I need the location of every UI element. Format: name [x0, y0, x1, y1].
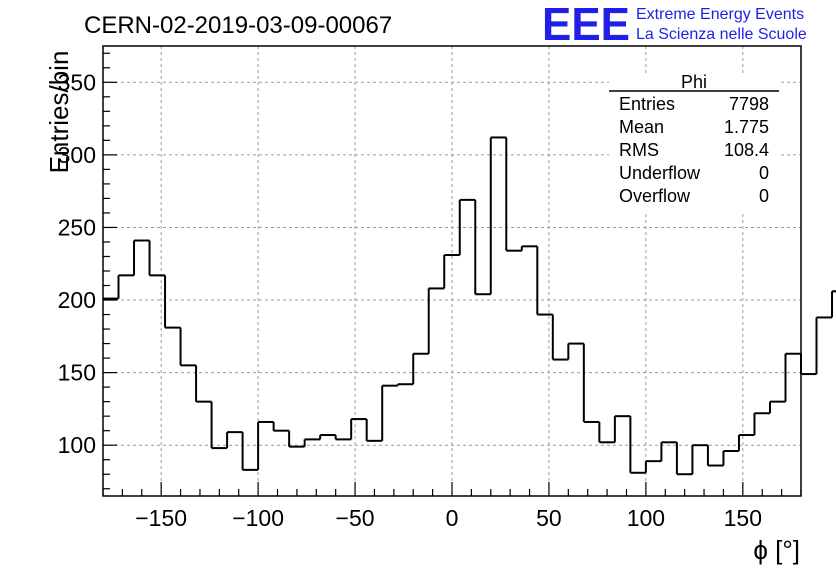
logo-line-1: Extreme Energy Events [636, 6, 804, 23]
y-axis-label: Entries/bin [44, 51, 74, 174]
y-tick-label: 150 [58, 360, 96, 386]
x-tick-label: −150 [135, 505, 187, 531]
y-tick-label: 100 [58, 432, 96, 458]
stats-value: 7798 [729, 94, 769, 114]
logo-line-2: La Scienza nelle Scuole [636, 26, 807, 43]
stats-label: Underflow [619, 163, 701, 183]
stats-value: 0 [759, 186, 769, 206]
y-tick-label: 250 [58, 214, 96, 240]
x-tick-label: 150 [724, 505, 762, 531]
stats-label: Mean [619, 117, 664, 137]
stats-box: Phi Entries 7798 Mean 1.775 RMS 108.4 Underflo… [609, 72, 779, 213]
stats-value: 1.775 [724, 117, 769, 137]
y-tick-label: 300 [58, 142, 96, 168]
stats-value: 108.4 [724, 140, 769, 160]
y-tick-label: 200 [58, 287, 96, 313]
x-tick-label: −50 [336, 505, 375, 531]
stats-label: RMS [619, 140, 659, 160]
x-tick-label: 50 [536, 505, 562, 531]
axes: −150 −100 −50 0 50 100 150 100 150 200 250 300 350 [58, 45, 802, 531]
plot-title: CERN-02-2019-03-09-00067 [84, 12, 392, 39]
stats-label: Overflow [619, 186, 691, 206]
stats-title: Phi [681, 72, 707, 92]
x-tick-label: 100 [627, 505, 665, 531]
logo-mark: EEE [542, 0, 630, 50]
x-tick-label: 0 [446, 505, 459, 531]
stats-value: 0 [759, 163, 769, 183]
histogram-series [103, 136, 836, 476]
stats-label: Entries [619, 94, 675, 114]
x-axis-label: ϕ [°] [753, 535, 800, 565]
y-tick-label: 350 [58, 69, 96, 95]
x-tick-label: −100 [232, 505, 284, 531]
eee-logo: EEE Extreme Energy Events La Scienza nel… [542, 0, 807, 50]
